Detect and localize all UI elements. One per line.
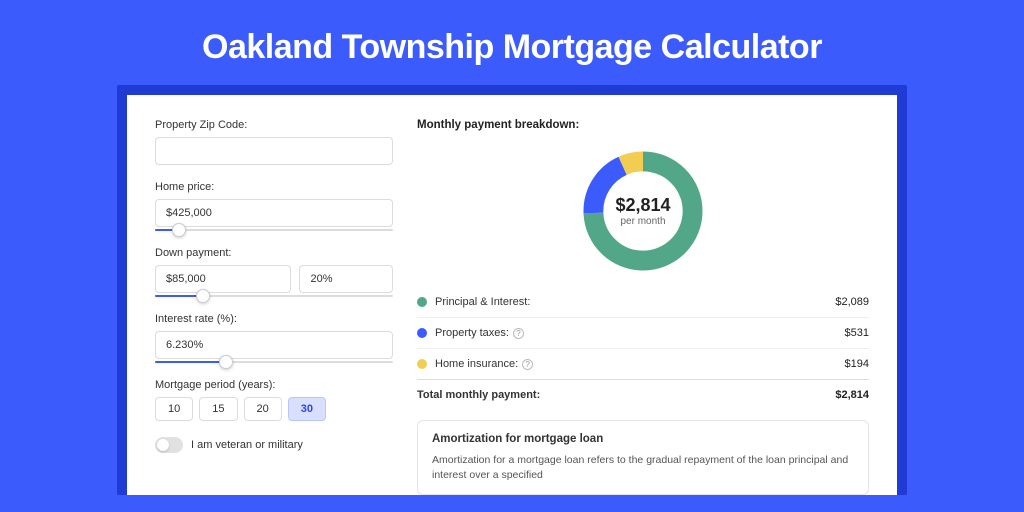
home-price-block: Home price: xyxy=(155,181,393,231)
down-payment-block: Down payment: xyxy=(155,247,393,297)
interest-input[interactable] xyxy=(155,331,393,359)
breakdown-title: Monthly payment breakdown: xyxy=(417,119,869,131)
interest-block: Interest rate (%): xyxy=(155,313,393,363)
legend-label: Principal & Interest: xyxy=(435,296,835,308)
legend-dot xyxy=(417,328,427,338)
donut-wrap: $2,814 per month xyxy=(417,141,869,287)
period-options: 1015 2030 xyxy=(155,397,393,421)
legend-total-label: Total monthly payment: xyxy=(417,389,835,401)
amortization-text: Amortization for a mortgage loan refers … xyxy=(432,453,854,482)
interest-slider[interactable] xyxy=(155,361,393,363)
legend-row: Property taxes:?$531 xyxy=(417,317,869,348)
legend-row: Home insurance:?$194 xyxy=(417,348,869,379)
veteran-toggle[interactable] xyxy=(155,437,183,453)
legend: Principal & Interest:$2,089Property taxe… xyxy=(417,287,869,410)
period-button-15[interactable]: 15 xyxy=(199,397,237,421)
legend-dot xyxy=(417,297,427,307)
period-button-30[interactable]: 30 xyxy=(288,397,326,421)
payment-donut-chart: $2,814 per month xyxy=(581,149,705,273)
down-payment-percent-input[interactable] xyxy=(299,265,393,293)
zip-label: Property Zip Code: xyxy=(155,119,393,131)
legend-row: Principal & Interest:$2,089 xyxy=(417,287,869,317)
down-payment-slider[interactable] xyxy=(155,295,393,297)
breakdown-column: Monthly payment breakdown: $2,814 per mo… xyxy=(417,119,869,495)
legend-value: $194 xyxy=(845,358,869,370)
down-payment-label: Down payment: xyxy=(155,247,393,259)
home-price-input[interactable] xyxy=(155,199,393,227)
page-title: Oakland Township Mortgage Calculator xyxy=(0,0,1024,85)
legend-value: $2,089 xyxy=(835,296,869,308)
home-price-slider[interactable] xyxy=(155,229,393,231)
legend-value: $531 xyxy=(845,327,869,339)
calculator-card: Property Zip Code: Home price: Down paym… xyxy=(127,95,897,495)
amortization-box: Amortization for mortgage loan Amortizat… xyxy=(417,420,869,495)
legend-total-row: Total monthly payment:$2,814 xyxy=(417,379,869,410)
down-payment-amount-input[interactable] xyxy=(155,265,291,293)
info-icon[interactable]: ? xyxy=(522,359,533,370)
period-label: Mortgage period (years): xyxy=(155,379,393,391)
veteran-row: I am veteran or military xyxy=(155,437,393,453)
legend-total-value: $2,814 xyxy=(835,389,869,401)
legend-label: Home insurance:? xyxy=(435,358,845,370)
calculator-frame: Property Zip Code: Home price: Down paym… xyxy=(117,85,907,495)
donut-amount: $2,814 xyxy=(615,195,670,216)
home-price-label: Home price: xyxy=(155,181,393,193)
interest-label: Interest rate (%): xyxy=(155,313,393,325)
amortization-title: Amortization for mortgage loan xyxy=(432,433,854,445)
period-button-20[interactable]: 20 xyxy=(244,397,282,421)
donut-sub: per month xyxy=(620,216,665,227)
period-button-10[interactable]: 10 xyxy=(155,397,193,421)
zip-field-block: Property Zip Code: xyxy=(155,119,393,165)
legend-dot xyxy=(417,359,427,369)
form-column: Property Zip Code: Home price: Down paym… xyxy=(155,119,393,495)
info-icon[interactable]: ? xyxy=(513,328,524,339)
period-block: Mortgage period (years): 1015 2030 xyxy=(155,379,393,421)
veteran-label: I am veteran or military xyxy=(191,439,303,451)
legend-label: Property taxes:? xyxy=(435,327,845,339)
zip-input[interactable] xyxy=(155,137,393,165)
